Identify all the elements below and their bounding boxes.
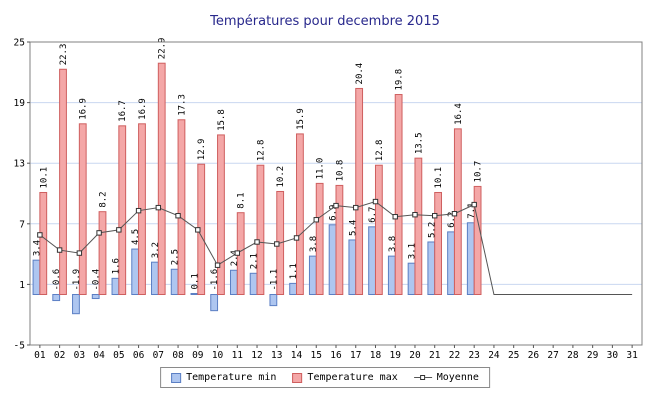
svg-text:5.4: 5.4 (348, 220, 358, 236)
svg-text:-0.4: -0.4 (92, 269, 102, 291)
svg-text:27: 27 (547, 350, 558, 361)
svg-text:16: 16 (330, 350, 342, 361)
svg-text:2.4: 2.4 (230, 250, 240, 266)
svg-text:3.4: 3.4 (32, 240, 42, 256)
svg-text:16.9: 16.9 (79, 98, 89, 120)
svg-text:22.3: 22.3 (59, 44, 69, 66)
svg-text:1: 1 (19, 280, 25, 291)
svg-text:8.2: 8.2 (99, 191, 109, 207)
svg-text:8.1: 8.1 (237, 192, 247, 208)
svg-text:26: 26 (528, 350, 540, 361)
svg-text:08: 08 (172, 350, 184, 361)
chart-title: Températures pour decembre 2015 (210, 14, 440, 29)
svg-text:12.8: 12.8 (375, 140, 385, 162)
svg-text:31: 31 (626, 350, 638, 361)
svg-text:05: 05 (113, 350, 124, 361)
svg-text:07: 07 (153, 350, 164, 361)
svg-text:28: 28 (567, 350, 579, 361)
svg-text:03: 03 (74, 350, 85, 361)
svg-text:20: 20 (409, 350, 421, 361)
svg-text:10.1: 10.1 (39, 167, 49, 189)
legend-item-temperature-max: Temperature max (292, 372, 398, 383)
svg-text:6.2: 6.2 (447, 212, 457, 228)
svg-text:2.5: 2.5 (171, 249, 181, 265)
svg-text:5.2: 5.2 (427, 222, 437, 238)
svg-text:21: 21 (429, 350, 441, 361)
chart-legend: Temperature min Temperature max Moyenne (160, 367, 490, 388)
legend-label-max: Temperature max (307, 372, 398, 383)
svg-text:6.9: 6.9 (329, 205, 339, 221)
svg-text:12.8: 12.8 (256, 140, 266, 162)
svg-text:6.7: 6.7 (368, 207, 378, 223)
svg-text:-0.6: -0.6 (52, 269, 62, 291)
svg-text:3.8: 3.8 (309, 236, 319, 252)
svg-text:24: 24 (488, 350, 500, 361)
svg-text:3.1: 3.1 (408, 243, 418, 259)
svg-text:12.9: 12.9 (197, 139, 207, 161)
svg-text:17: 17 (350, 350, 361, 361)
moyenne-marker-icon (419, 374, 425, 380)
svg-text:1.1: 1.1 (289, 263, 299, 279)
legend-label-min: Temperature min (186, 372, 277, 383)
svg-text:22.9: 22.9 (158, 38, 168, 60)
svg-text:23: 23 (468, 350, 479, 361)
svg-text:10.2: 10.2 (276, 166, 286, 188)
legend-label-moyenne: Moyenne (436, 372, 479, 383)
svg-text:01: 01 (34, 350, 46, 361)
max-swatch-icon (292, 372, 303, 383)
svg-text:-1.9: -1.9 (72, 269, 82, 291)
svg-text:7: 7 (19, 219, 25, 230)
svg-text:30: 30 (607, 350, 619, 361)
svg-text:11: 11 (232, 350, 244, 361)
svg-text:-5: -5 (14, 341, 25, 352)
svg-text:13: 13 (14, 159, 25, 170)
svg-text:02: 02 (54, 350, 65, 361)
svg-text:11.0: 11.0 (316, 158, 326, 180)
svg-text:29: 29 (587, 350, 599, 361)
moyenne-line-icon (413, 373, 432, 383)
svg-text:25: 25 (14, 38, 25, 49)
svg-text:18: 18 (370, 350, 382, 361)
svg-text:1.6: 1.6 (111, 258, 121, 274)
svg-text:15.8: 15.8 (217, 109, 227, 131)
svg-text:12: 12 (251, 350, 262, 361)
svg-text:19: 19 (14, 98, 26, 109)
svg-text:16.7: 16.7 (118, 100, 128, 122)
svg-text:15: 15 (311, 350, 322, 361)
svg-text:10: 10 (212, 350, 224, 361)
svg-text:2.1: 2.1 (250, 253, 260, 269)
temperature-bar-chart: 3.4 -0.6 -1.9 -0.4 1.6 4.5 3.2 2.5 0.1 -1.6 2.4 2.1… (14, 38, 643, 361)
svg-text:10.7: 10.7 (474, 161, 484, 183)
svg-text:7.1: 7.1 (467, 203, 477, 219)
svg-text:-1.6: -1.6 (210, 269, 220, 291)
legend-item-temperature-min: Temperature min (171, 372, 276, 383)
svg-text:25: 25 (508, 350, 519, 361)
svg-text:14: 14 (291, 350, 303, 361)
svg-text:13.5: 13.5 (414, 132, 424, 154)
legend-item-moyenne: Moyenne (413, 372, 479, 383)
svg-text:15.9: 15.9 (296, 108, 306, 130)
svg-text:13: 13 (271, 350, 282, 361)
svg-text:19: 19 (390, 350, 402, 361)
svg-text:17.3: 17.3 (177, 94, 187, 116)
svg-text:06: 06 (133, 350, 145, 361)
svg-text:-1.1: -1.1 (269, 269, 279, 291)
svg-text:04: 04 (93, 350, 105, 361)
svg-text:19.8: 19.8 (395, 69, 405, 91)
svg-text:3.8: 3.8 (388, 236, 398, 252)
svg-text:22: 22 (449, 350, 460, 361)
svg-text:20.4: 20.4 (355, 63, 365, 85)
svg-text:16.9: 16.9 (138, 98, 148, 120)
svg-text:09: 09 (192, 350, 204, 361)
svg-text:10.8: 10.8 (335, 160, 345, 182)
svg-text:0.1: 0.1 (190, 273, 200, 289)
svg-text:10.1: 10.1 (434, 167, 444, 189)
min-swatch-icon (171, 372, 182, 383)
svg-text:16.4: 16.4 (454, 103, 464, 125)
svg-text:4.5: 4.5 (131, 229, 141, 245)
svg-text:3.2: 3.2 (151, 242, 161, 258)
